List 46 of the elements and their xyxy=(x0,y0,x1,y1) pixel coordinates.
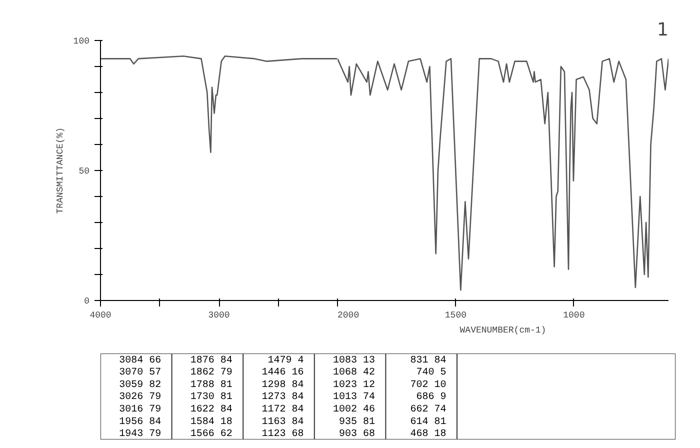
text: 1013 74 xyxy=(333,392,376,404)
text: 1584 18 xyxy=(190,416,232,428)
text: 468 18 xyxy=(410,429,446,440)
text: 1622 84 xyxy=(190,404,232,416)
text: 1298 84 xyxy=(262,380,304,391)
text: 1023 12 xyxy=(333,380,376,391)
text: 702 10 xyxy=(410,380,446,391)
x-tick-label: 4000 xyxy=(90,310,112,320)
y-tick-label: 50 xyxy=(78,166,90,176)
text: 1002 46 xyxy=(333,404,376,416)
text: 1788 81 xyxy=(190,380,232,391)
text: 614 81 xyxy=(410,416,446,428)
text: 662 74 xyxy=(410,404,446,416)
text: 3026 79 xyxy=(119,392,162,404)
text: 1123 68 xyxy=(262,429,304,440)
text: 3059 82 xyxy=(119,380,162,391)
text: 1943 79 xyxy=(119,429,162,440)
text: 1862 79 xyxy=(190,368,232,379)
text: 1876 84 xyxy=(190,355,232,366)
y-tick-label: 100 xyxy=(73,36,90,46)
text: 3084 66 xyxy=(119,355,162,366)
text: 935 81 xyxy=(339,416,376,428)
text: 1566 62 xyxy=(190,429,232,440)
y-tick-label: 0 xyxy=(84,296,90,306)
text: 1172 84 xyxy=(262,404,304,416)
text: 831 84 xyxy=(410,355,446,366)
text: 3016 79 xyxy=(119,404,162,416)
y-axis-title: TRANSMITTANCE(%) xyxy=(55,127,66,214)
text: 1083 13 xyxy=(333,355,376,366)
x-tick-label: 1500 xyxy=(444,310,467,320)
text: 1956 84 xyxy=(119,416,162,428)
x-tick-label: 2000 xyxy=(338,310,360,320)
text: 1163 84 xyxy=(262,416,304,428)
text: 1068 42 xyxy=(333,368,376,379)
annotation: 1 xyxy=(657,20,668,40)
text: 740 5 xyxy=(416,368,446,379)
text: 3070 57 xyxy=(119,368,162,379)
text: 1730 81 xyxy=(190,392,232,404)
x-axis-title: WAVENUMBER(cm-1) xyxy=(460,326,546,336)
text: 1446 16 xyxy=(262,368,304,379)
text: 1273 84 xyxy=(262,392,304,404)
text: 903 68 xyxy=(339,429,376,440)
text: 1479 4 xyxy=(268,355,304,366)
x-tick-label: 3000 xyxy=(208,310,230,320)
text: 686 9 xyxy=(416,392,446,404)
x-tick-label: 1000 xyxy=(563,310,585,320)
